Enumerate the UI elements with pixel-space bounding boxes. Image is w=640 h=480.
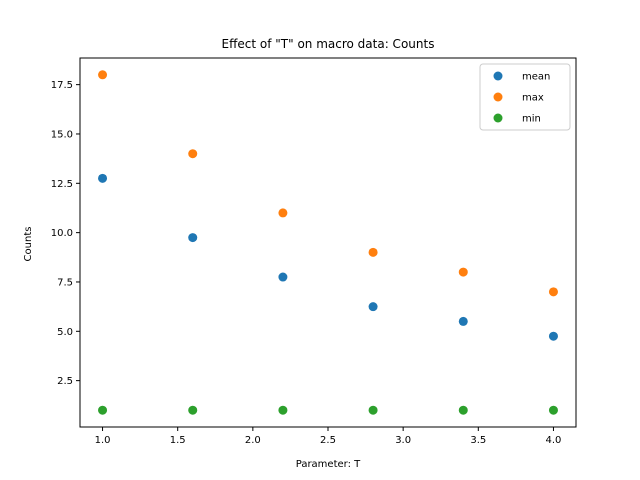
x-tick-label: 2.5 bbox=[320, 435, 336, 446]
data-point-mean bbox=[188, 233, 198, 243]
x-axis-label: Parameter: T bbox=[296, 459, 361, 470]
data-point-max bbox=[278, 208, 288, 218]
legend-label-min: min bbox=[522, 114, 541, 125]
x-tick-label: 2.0 bbox=[245, 435, 261, 446]
data-point-mean bbox=[548, 331, 558, 341]
data-point-max bbox=[98, 70, 108, 80]
data-point-mean bbox=[368, 302, 378, 312]
y-tick-label: 17.5 bbox=[51, 80, 73, 91]
y-tick-label: 15.0 bbox=[51, 129, 73, 140]
x-tick-label: 3.5 bbox=[470, 435, 486, 446]
y-tick-label: 2.5 bbox=[57, 376, 73, 387]
y-tick-label: 12.5 bbox=[51, 179, 73, 190]
series-max bbox=[98, 70, 558, 297]
legend: mean max min bbox=[479, 63, 571, 131]
series-mean bbox=[98, 173, 558, 341]
y-tick-label: 10.0 bbox=[51, 228, 73, 239]
data-point-mean bbox=[458, 316, 468, 326]
x-tick-label: 1.0 bbox=[95, 435, 111, 446]
legend-marker-min bbox=[493, 113, 503, 123]
legend-marker-max bbox=[493, 92, 503, 102]
data-point-mean bbox=[278, 272, 288, 282]
x-tick-label: 3.0 bbox=[395, 435, 411, 446]
series-min bbox=[98, 405, 558, 415]
x-tick-label: 4.0 bbox=[546, 435, 562, 446]
legend-box bbox=[479, 63, 571, 131]
legend-marker-mean bbox=[493, 71, 503, 81]
data-point-min bbox=[278, 405, 288, 415]
data-point-min bbox=[368, 405, 378, 415]
y-tick-label: 7.5 bbox=[57, 277, 73, 288]
data-point-min bbox=[98, 405, 108, 415]
x-tick-label: 1.5 bbox=[170, 435, 186, 446]
data-point-max bbox=[188, 149, 198, 159]
data-point-min bbox=[188, 405, 198, 415]
legend-label-mean: mean bbox=[522, 72, 550, 83]
chart-title: Effect of "T" on macro data: Counts bbox=[222, 37, 435, 51]
data-points bbox=[98, 70, 558, 415]
y-axis-label: Counts bbox=[23, 227, 34, 262]
data-point-max bbox=[368, 247, 378, 257]
y-tick-label: 5.0 bbox=[57, 327, 73, 338]
data-point-min bbox=[458, 405, 468, 415]
data-point-mean bbox=[98, 173, 108, 183]
data-point-max bbox=[548, 287, 558, 297]
axes: 1.0 1.5 2.0 2.5 3.0 3.5 4.0 2.5 5.0 7.5 10.0 12.5 15… bbox=[51, 57, 577, 446]
legend-label-max: max bbox=[522, 93, 544, 104]
data-point-max bbox=[458, 267, 468, 277]
data-point-min bbox=[548, 405, 558, 415]
